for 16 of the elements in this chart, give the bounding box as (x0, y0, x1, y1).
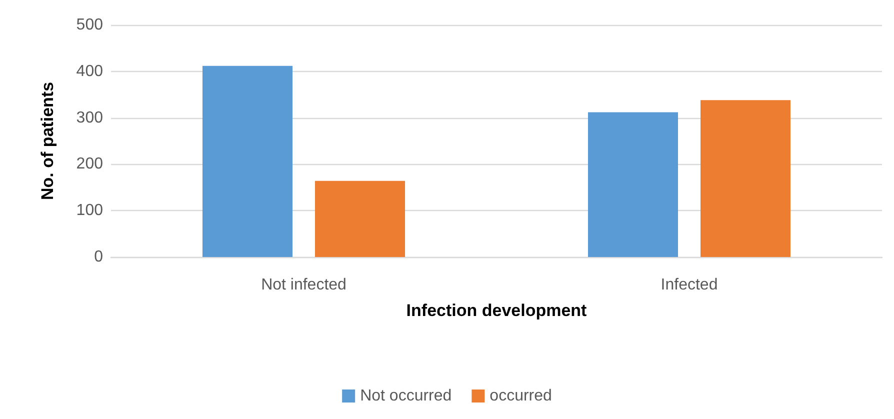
y-tick-label: 100 (76, 202, 104, 220)
bar (202, 66, 292, 257)
y-tick-label: 400 (76, 62, 104, 80)
y-axis-title: No. of patients (38, 82, 57, 200)
x-tick-label: Infected (660, 276, 718, 294)
bar (315, 180, 405, 257)
y-tick-label: 300 (76, 109, 104, 126)
legend-label: occurred (490, 388, 552, 404)
bar (700, 100, 790, 257)
y-tick-label: 0 (94, 248, 104, 266)
x-axis-title: Infection development (406, 301, 588, 320)
y-tick-label: 200 (76, 156, 104, 173)
legend-label: Not occurred (360, 388, 452, 404)
x-tick-label: Not infected (261, 276, 346, 294)
y-tick-label: 500 (76, 16, 104, 34)
bar (588, 112, 678, 257)
